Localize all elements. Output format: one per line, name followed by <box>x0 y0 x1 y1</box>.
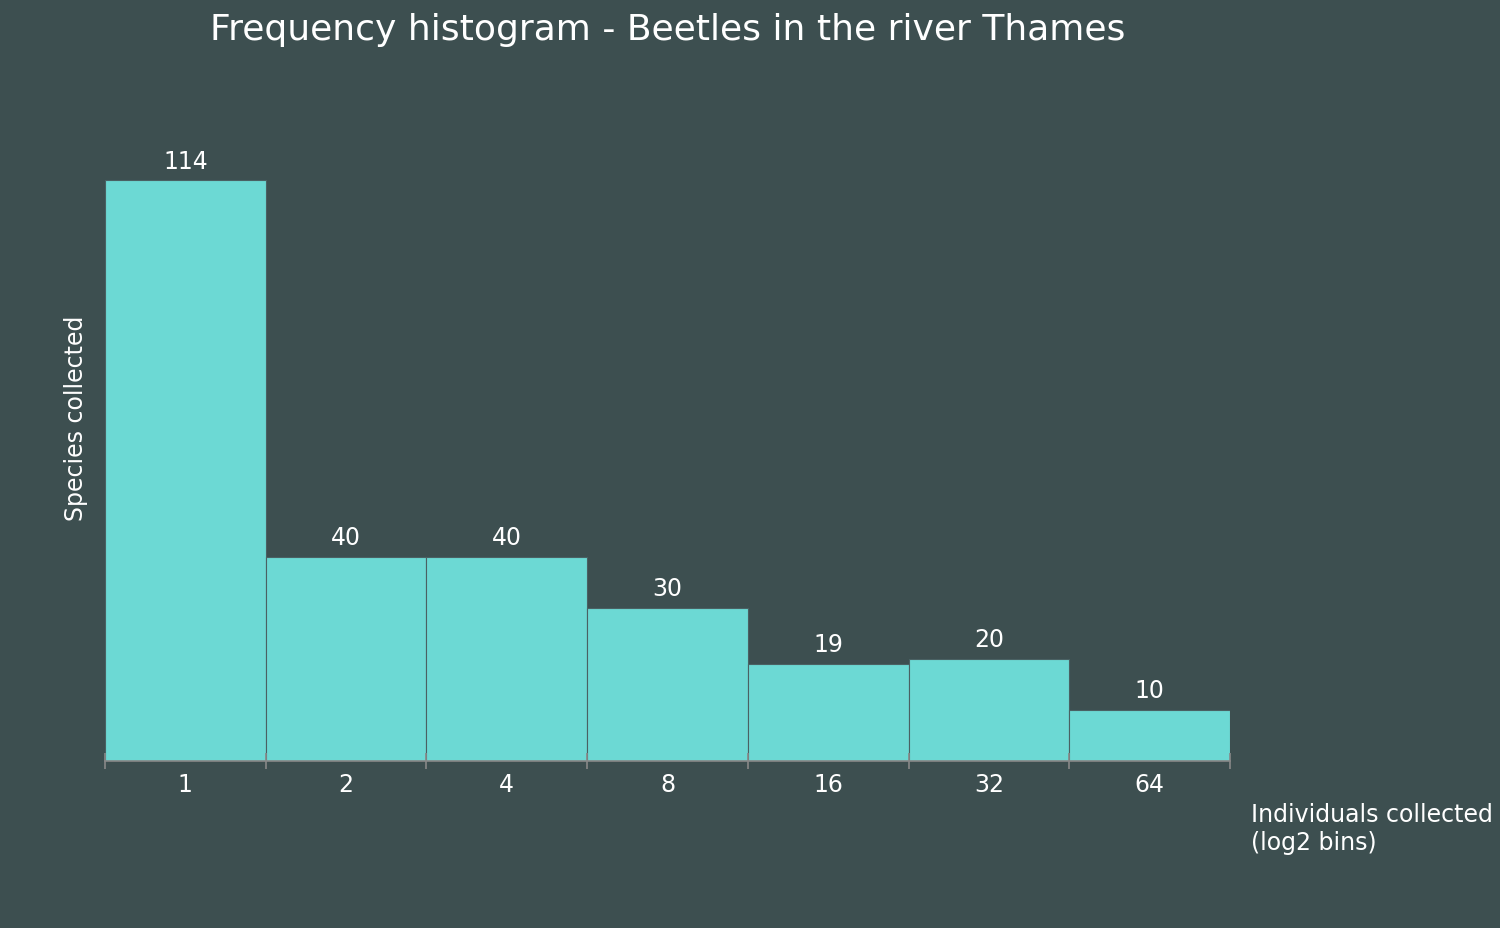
Bar <box>266 558 426 761</box>
Bar <box>426 558 586 761</box>
Text: Individuals collected
(log2 bins): Individuals collected (log2 bins) <box>1251 803 1492 855</box>
Bar <box>1070 710 1230 761</box>
Text: 114: 114 <box>164 149 207 174</box>
Text: 20: 20 <box>974 627 1004 651</box>
Text: 40: 40 <box>492 526 522 550</box>
Text: 19: 19 <box>813 633 843 657</box>
Bar <box>586 609 748 761</box>
Bar <box>748 664 909 761</box>
Bar <box>909 659 1070 761</box>
Title: Frequency histogram - Beetles in the river Thames: Frequency histogram - Beetles in the riv… <box>210 13 1125 46</box>
Bar <box>105 181 266 761</box>
Text: 10: 10 <box>1134 678 1164 702</box>
Y-axis label: Species collected: Species collected <box>64 315 88 521</box>
Text: 40: 40 <box>332 526 362 550</box>
Text: 30: 30 <box>652 576 682 600</box>
